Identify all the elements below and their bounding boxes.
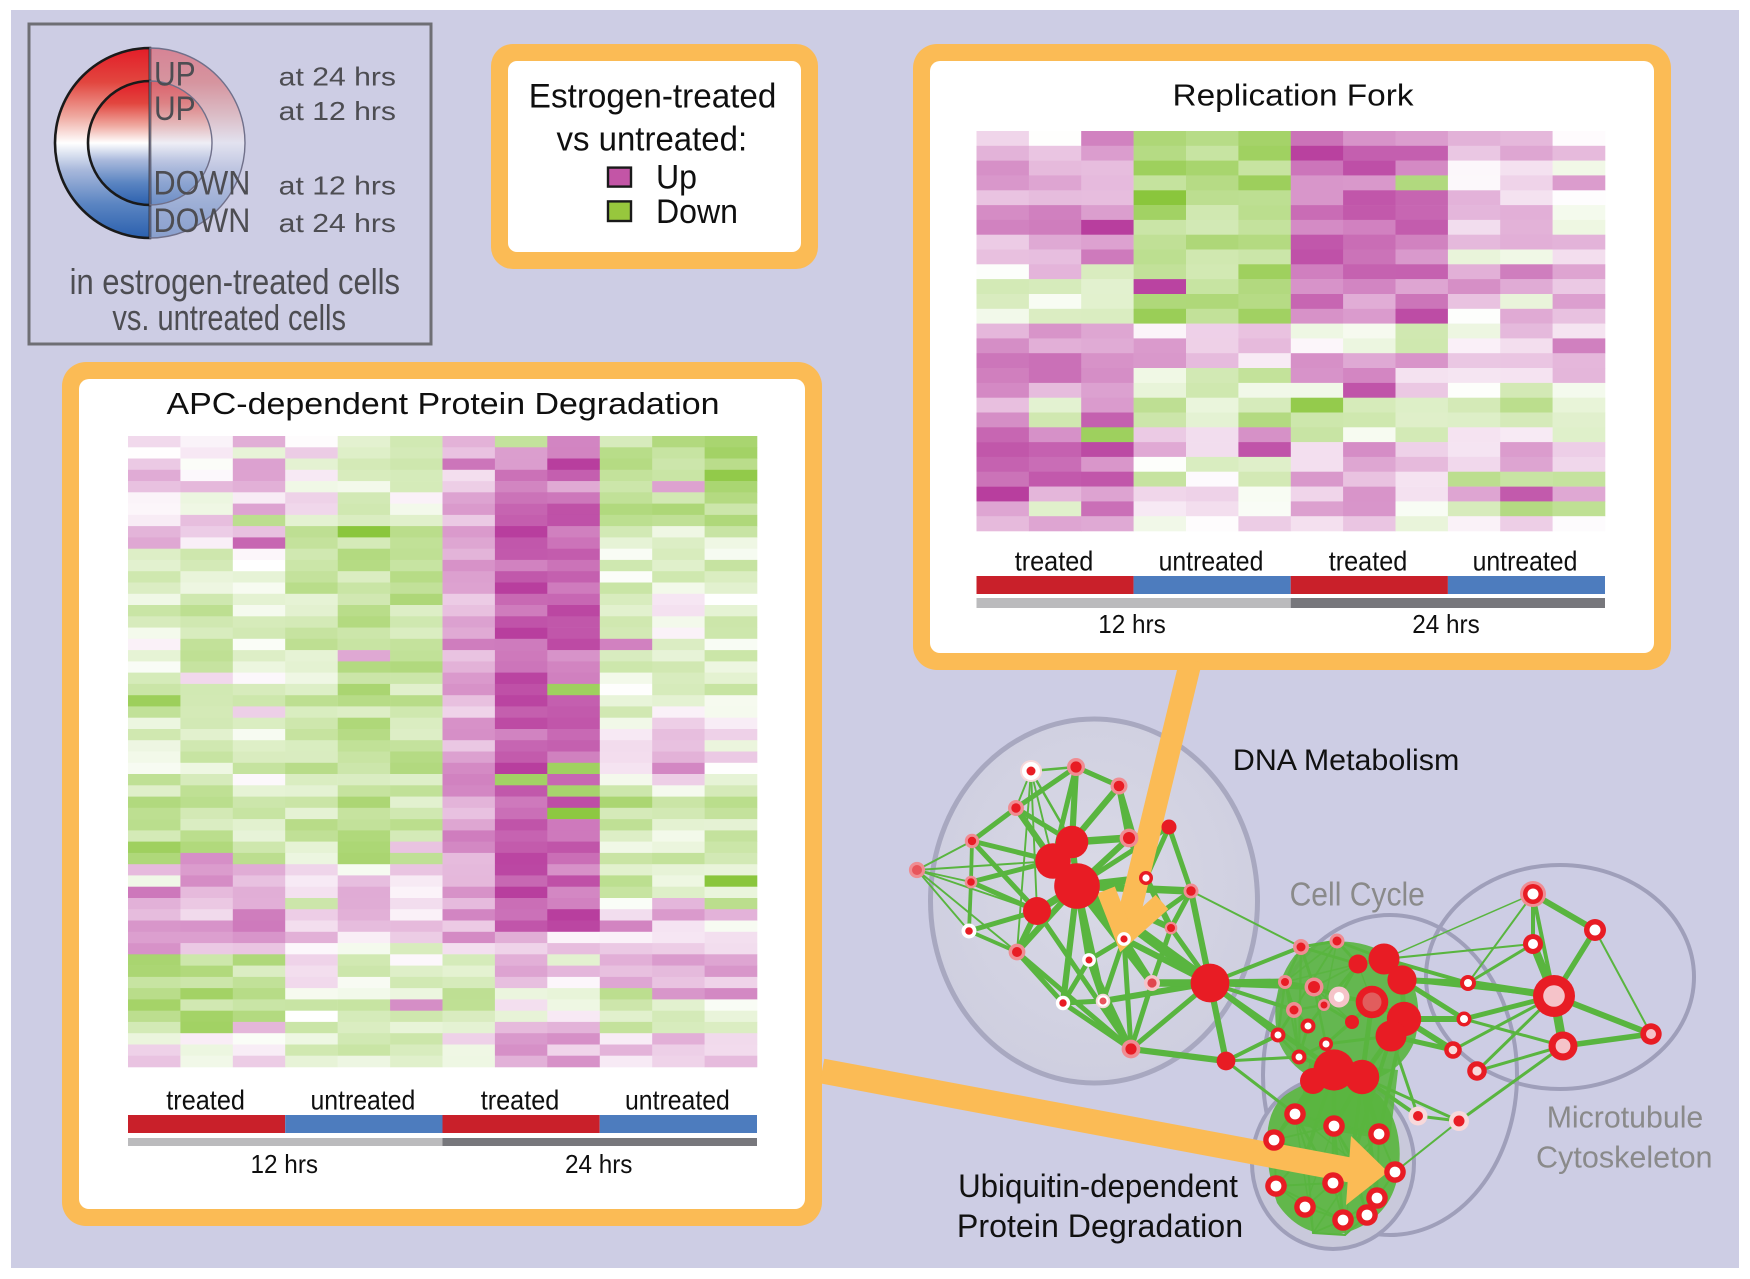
svg-text:treated: treated (481, 1085, 560, 1116)
svg-text:Ubiquitin-dependent: Ubiquitin-dependent (958, 1168, 1238, 1204)
svg-text:12 hrs: 12 hrs (1098, 609, 1166, 639)
svg-text:untreated: untreated (311, 1085, 416, 1116)
svg-text:24 hrs: 24 hrs (1412, 609, 1480, 639)
svg-text:at 12 hrs: at 12 hrs (279, 96, 396, 126)
svg-text:DOWN: DOWN (154, 202, 251, 240)
svg-text:vs untreated:: vs untreated: (557, 121, 748, 159)
svg-text:12 hrs: 12 hrs (251, 1149, 319, 1179)
svg-text:untreated: untreated (1473, 546, 1578, 577)
svg-text:vs. untreated cells: vs. untreated cells (112, 297, 346, 338)
svg-text:in estrogen-treated cells: in estrogen-treated cells (70, 261, 400, 302)
svg-text:APC-dependent Protein Degradat: APC-dependent Protein Degradation (167, 386, 720, 421)
svg-text:DOWN: DOWN (154, 164, 251, 202)
svg-text:Estrogen-treated: Estrogen-treated (529, 78, 777, 116)
svg-text:UP: UP (154, 90, 196, 128)
svg-text:Cytoskeleton: Cytoskeleton (1536, 1139, 1713, 1174)
svg-text:Protein Degradation: Protein Degradation (957, 1208, 1243, 1244)
svg-text:untreated: untreated (1159, 546, 1264, 577)
svg-text:at 12 hrs: at 12 hrs (279, 170, 396, 200)
svg-text:at 24 hrs: at 24 hrs (279, 62, 396, 92)
svg-text:Cell Cycle: Cell Cycle (1290, 876, 1425, 913)
svg-text:treated: treated (166, 1085, 245, 1116)
svg-text:Replication Fork: Replication Fork (1173, 78, 1415, 113)
svg-text:treated: treated (1329, 546, 1408, 577)
svg-text:at 24 hrs: at 24 hrs (279, 208, 396, 238)
svg-text:24 hrs: 24 hrs (565, 1149, 633, 1179)
svg-text:Microtubule: Microtubule (1547, 1100, 1704, 1135)
svg-text:treated: treated (1015, 546, 1094, 577)
svg-text:UP: UP (154, 56, 196, 94)
svg-text:DNA Metabolism: DNA Metabolism (1233, 744, 1459, 777)
svg-text:Up: Up (656, 159, 697, 197)
svg-text:untreated: untreated (625, 1085, 730, 1116)
svg-text:Down: Down (656, 193, 738, 231)
